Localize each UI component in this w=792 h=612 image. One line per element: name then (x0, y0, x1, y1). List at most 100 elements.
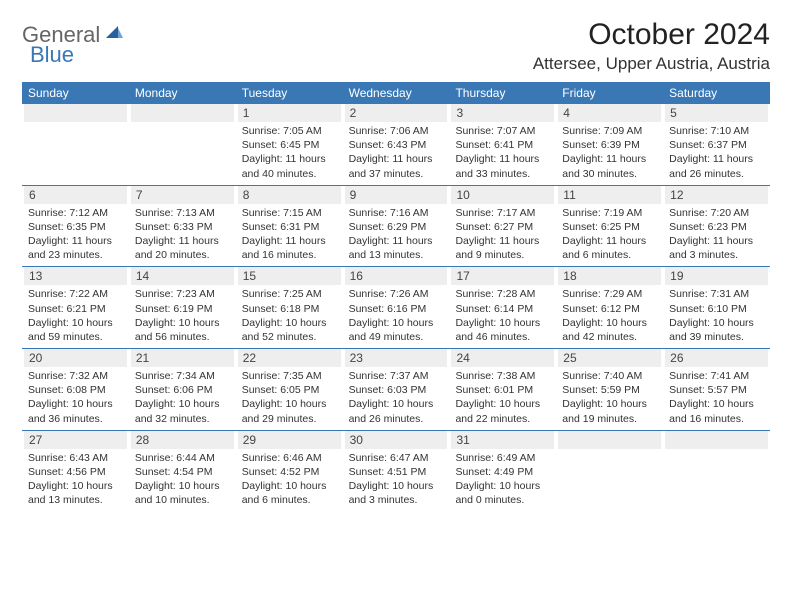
weekday-header: Wednesday (343, 82, 450, 104)
day-number: 28 (131, 431, 234, 449)
day-body: Sunrise: 6:46 AMSunset: 4:52 PMDaylight:… (238, 451, 341, 508)
sunset-text: Sunset: 6:27 PM (455, 220, 550, 234)
sunset-text: Sunset: 6:01 PM (455, 383, 550, 397)
day-number: 17 (451, 267, 554, 285)
daylight-text: Daylight: 10 hours and 39 minutes. (669, 316, 764, 344)
day-cell (556, 431, 663, 512)
day-cell: 10Sunrise: 7:17 AMSunset: 6:27 PMDayligh… (449, 186, 556, 267)
day-cell: 17Sunrise: 7:28 AMSunset: 6:14 PMDayligh… (449, 267, 556, 348)
sunrise-text: Sunrise: 7:06 AM (349, 124, 444, 138)
day-cell: 22Sunrise: 7:35 AMSunset: 6:05 PMDayligh… (236, 349, 343, 430)
sunrise-text: Sunrise: 7:19 AM (562, 206, 657, 220)
day-number (558, 431, 661, 449)
day-body: Sunrise: 6:44 AMSunset: 4:54 PMDaylight:… (131, 451, 234, 508)
logo-text-blue: Blue (30, 42, 74, 68)
daylight-text: Daylight: 10 hours and 16 minutes. (669, 397, 764, 425)
sunset-text: Sunset: 5:59 PM (562, 383, 657, 397)
sunrise-text: Sunrise: 7:31 AM (669, 287, 764, 301)
sunrise-text: Sunrise: 7:35 AM (242, 369, 337, 383)
daylight-text: Daylight: 11 hours and 23 minutes. (28, 234, 123, 262)
daylight-text: Daylight: 10 hours and 3 minutes. (349, 479, 444, 507)
day-cell: 28 Sunrise: 6:44 AMSunset: 4:54 PMDayligh… (129, 431, 236, 512)
day-cell: 4Sunrise: 7:09 AMSunset: 6:39 PMDaylight… (556, 104, 663, 185)
sunrise-text: Sunrise: 7:05 AM (242, 124, 337, 138)
day-body: Sunrise: 7:38 AMSunset: 6:01 PMDaylight:… (451, 369, 554, 426)
day-body: Sunrise: 7:20 AMSunset: 6:23 PMDaylight:… (665, 206, 768, 263)
sunrise-text: Sunrise: 7:40 AM (562, 369, 657, 383)
day-cell: 9Sunrise: 7:16 AMSunset: 6:29 PMDaylight… (343, 186, 450, 267)
sunrise-text: Sunrise: 6:46 AM (242, 451, 337, 465)
day-number: 5 (665, 104, 768, 122)
day-cell (22, 104, 129, 185)
sunrise-text: Sunrise: 7:09 AM (562, 124, 657, 138)
sunrise-text: Sunrise: 7:26 AM (349, 287, 444, 301)
day-number: 30 (345, 431, 448, 449)
daylight-text: Daylight: 10 hours and 46 minutes. (455, 316, 550, 344)
day-body: Sunrise: 7:32 AMSunset: 6:08 PMDaylight:… (24, 369, 127, 426)
week-row: 13Sunrise: 7:22 AMSunset: 6:21 PMDayligh… (22, 267, 770, 349)
daylight-text: Daylight: 10 hours and 42 minutes. (562, 316, 657, 344)
daylight-text: Daylight: 11 hours and 37 minutes. (349, 152, 444, 180)
sunset-text: Sunset: 6:05 PM (242, 383, 337, 397)
daylight-text: Daylight: 11 hours and 33 minutes. (455, 152, 550, 180)
day-cell: 30 Sunrise: 6:47 AMSunset: 4:51 PMDayligh… (343, 431, 450, 512)
day-cell: 20 Sunrise: 7:32 AMSunset: 6:08 PMDayligh… (22, 349, 129, 430)
sunset-text: Sunset: 6:39 PM (562, 138, 657, 152)
weekday-header: Sunday (22, 82, 129, 104)
daylight-text: Daylight: 10 hours and 56 minutes. (135, 316, 230, 344)
day-body: Sunrise: 6:49 AMSunset: 4:49 PMDaylight:… (451, 451, 554, 508)
day-number: 1 (238, 104, 341, 122)
sunset-text: Sunset: 4:52 PM (242, 465, 337, 479)
day-number: 16 (345, 267, 448, 285)
day-number: 24 (451, 349, 554, 367)
calendar: Sunday Monday Tuesday Wednesday Thursday… (22, 82, 770, 511)
daylight-text: Daylight: 10 hours and 0 minutes. (455, 479, 550, 507)
day-number: 8 (238, 186, 341, 204)
day-body: Sunrise: 7:06 AMSunset: 6:43 PMDaylight:… (345, 124, 448, 181)
sunrise-text: Sunrise: 7:17 AM (455, 206, 550, 220)
sunset-text: Sunset: 6:06 PM (135, 383, 230, 397)
day-body: Sunrise: 7:19 AMSunset: 6:25 PMDaylight:… (558, 206, 661, 263)
sunrise-text: Sunrise: 7:25 AM (242, 287, 337, 301)
sunset-text: Sunset: 4:56 PM (28, 465, 123, 479)
sunset-text: Sunset: 6:25 PM (562, 220, 657, 234)
day-body: Sunrise: 7:37 AMSunset: 6:03 PMDaylight:… (345, 369, 448, 426)
day-body: Sunrise: 7:26 AMSunset: 6:16 PMDaylight:… (345, 287, 448, 344)
day-body: Sunrise: 6:43 AMSunset: 4:56 PMDaylight:… (24, 451, 127, 508)
day-number (24, 104, 127, 122)
sunrise-text: Sunrise: 6:47 AM (349, 451, 444, 465)
day-number: 23 (345, 349, 448, 367)
daylight-text: Daylight: 10 hours and 26 minutes. (349, 397, 444, 425)
sunrise-text: Sunrise: 7:22 AM (28, 287, 123, 301)
sunrise-text: Sunrise: 7:20 AM (669, 206, 764, 220)
daylight-text: Daylight: 10 hours and 59 minutes. (28, 316, 123, 344)
day-number: 19 (665, 267, 768, 285)
day-cell: 23 Sunrise: 7:37 AMSunset: 6:03 PMDayligh… (343, 349, 450, 430)
day-body: Sunrise: 7:41 AMSunset: 5:57 PMDaylight:… (665, 369, 768, 426)
sunrise-text: Sunrise: 7:12 AM (28, 206, 123, 220)
day-number: 22 (238, 349, 341, 367)
sunset-text: Sunset: 6:35 PM (28, 220, 123, 234)
day-number: 26 (665, 349, 768, 367)
day-cell: 1 Sunrise: 7:05 AMSunset: 6:45 PMDaylight… (236, 104, 343, 185)
daylight-text: Daylight: 11 hours and 20 minutes. (135, 234, 230, 262)
sunset-text: Sunset: 4:54 PM (135, 465, 230, 479)
daylight-text: Daylight: 10 hours and 49 minutes. (349, 316, 444, 344)
sunset-text: Sunset: 6:19 PM (135, 302, 230, 316)
day-number: 25 (558, 349, 661, 367)
day-number: 9 (345, 186, 448, 204)
day-body: Sunrise: 7:05 AMSunset: 6:45 PMDaylight:… (238, 124, 341, 181)
day-number: 20 (24, 349, 127, 367)
day-body: Sunrise: 7:17 AMSunset: 6:27 PMDaylight:… (451, 206, 554, 263)
daylight-text: Daylight: 11 hours and 6 minutes. (562, 234, 657, 262)
day-number: 6 (24, 186, 127, 204)
sunrise-text: Sunrise: 7:16 AM (349, 206, 444, 220)
daylight-text: Daylight: 11 hours and 13 minutes. (349, 234, 444, 262)
day-cell: 11Sunrise: 7:19 AMSunset: 6:25 PMDayligh… (556, 186, 663, 267)
sunset-text: Sunset: 4:51 PM (349, 465, 444, 479)
day-number: 3 (451, 104, 554, 122)
daylight-text: Daylight: 11 hours and 9 minutes. (455, 234, 550, 262)
day-number: 14 (131, 267, 234, 285)
day-body: Sunrise: 7:15 AMSunset: 6:31 PMDaylight:… (238, 206, 341, 263)
daylight-text: Daylight: 10 hours and 52 minutes. (242, 316, 337, 344)
